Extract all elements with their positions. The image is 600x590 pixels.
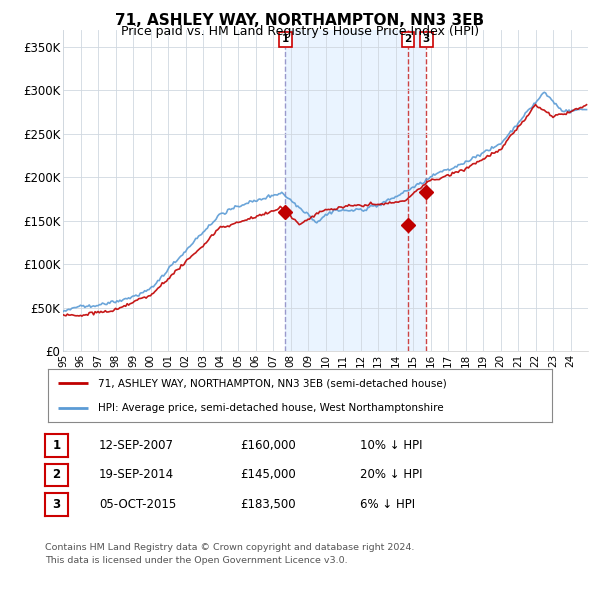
Text: 71, ASHLEY WAY, NORTHAMPTON, NN3 3EB: 71, ASHLEY WAY, NORTHAMPTON, NN3 3EB	[115, 13, 485, 28]
Bar	[286, 30, 427, 351]
Text: This data is licensed under the Open Government Licence v3.0.: This data is licensed under the Open Gov…	[45, 556, 347, 565]
Text: 19-SEP-2014: 19-SEP-2014	[99, 468, 174, 481]
Text: 10% ↓ HPI: 10% ↓ HPI	[360, 439, 422, 452]
Text: 2: 2	[404, 34, 412, 44]
Text: 2: 2	[52, 468, 61, 481]
Text: 1: 1	[52, 439, 61, 452]
Text: £145,000: £145,000	[240, 468, 296, 481]
Text: £160,000: £160,000	[240, 439, 296, 452]
Text: 3: 3	[52, 498, 61, 511]
Text: HPI: Average price, semi-detached house, West Northamptonshire: HPI: Average price, semi-detached house,…	[98, 402, 444, 412]
Text: 05-OCT-2015: 05-OCT-2015	[99, 498, 176, 511]
Text: 71, ASHLEY WAY, NORTHAMPTON, NN3 3EB (semi-detached house): 71, ASHLEY WAY, NORTHAMPTON, NN3 3EB (se…	[98, 378, 447, 388]
Text: 20% ↓ HPI: 20% ↓ HPI	[360, 468, 422, 481]
Text: Contains HM Land Registry data © Crown copyright and database right 2024.: Contains HM Land Registry data © Crown c…	[45, 543, 415, 552]
Text: 3: 3	[422, 34, 430, 44]
Text: Price paid vs. HM Land Registry's House Price Index (HPI): Price paid vs. HM Land Registry's House …	[121, 25, 479, 38]
Text: 12-SEP-2007: 12-SEP-2007	[99, 439, 174, 452]
Text: 1: 1	[282, 34, 289, 44]
Text: £183,500: £183,500	[240, 498, 296, 511]
Text: 6% ↓ HPI: 6% ↓ HPI	[360, 498, 415, 511]
